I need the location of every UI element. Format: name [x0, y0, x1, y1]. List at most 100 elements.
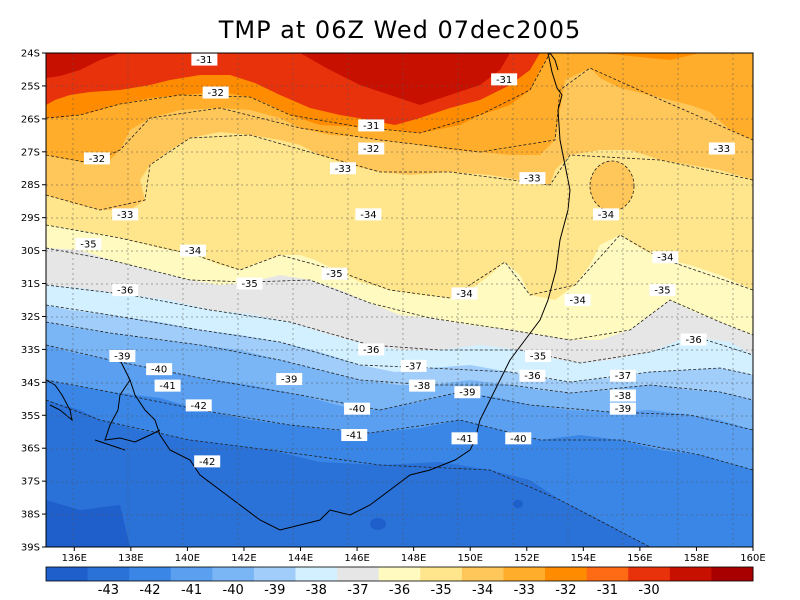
contour-label: -35	[75, 238, 102, 251]
shaded-contours	[46, 53, 753, 547]
contour-label-text: -36	[685, 335, 701, 346]
contour-label-box	[708, 142, 735, 155]
contour-label-box	[154, 379, 181, 392]
contour-label-box	[564, 294, 591, 306]
colorbar-label: -30	[638, 583, 659, 598]
contour-label-box	[191, 53, 218, 66]
contour-label: -41	[341, 429, 368, 442]
contour-label-text: -38	[615, 391, 631, 402]
contour-label-text: -39	[615, 404, 631, 415]
contour-label-box	[519, 172, 546, 185]
contour-label-box	[75, 238, 102, 251]
lat-tick-label: 33S	[21, 345, 40, 356]
contour-label: -41	[154, 379, 181, 392]
contour-label-text: -31	[196, 55, 212, 66]
contour-label: -32	[83, 152, 110, 165]
contour-label-text: -35	[654, 286, 670, 297]
contour-label: -36	[112, 284, 139, 297]
contour-label: -40	[146, 363, 173, 376]
colorbar-label: -34	[472, 583, 493, 598]
lon-tick-label: 156E	[627, 553, 652, 564]
contour-label-text: -36	[524, 371, 540, 382]
contour-label-box	[194, 455, 221, 468]
contour-label-box	[525, 349, 552, 362]
contour-label-text: -42	[191, 401, 207, 412]
contour-label-box	[358, 119, 385, 132]
lon-tick-label: 150E	[457, 553, 482, 564]
contour-label-box	[451, 432, 478, 445]
lon-tick-label: 148E	[401, 553, 426, 564]
colorbar-swatch	[461, 567, 504, 581]
contour-label-text: -34	[185, 246, 201, 257]
contour-label: -36	[519, 369, 546, 382]
contour-label-box	[321, 267, 348, 280]
colorbar-label: -31	[597, 583, 618, 598]
colorbar-swatch	[586, 567, 629, 581]
contour-label-text: -32	[208, 88, 224, 99]
contour-label-box	[491, 73, 518, 86]
contour-label-text: -34	[598, 210, 614, 221]
contour-label-text: -35	[241, 279, 257, 290]
colorbar-swatch	[253, 567, 297, 581]
colorbar-label: -41	[181, 583, 202, 598]
contour-label-box	[649, 284, 676, 297]
contour-label: -41	[451, 432, 478, 445]
contour-label-box	[112, 208, 139, 221]
latitude-axis: 24S 25S 26S 27S 28S 29S 30S 31S 32S 33S 34S 35S 36S 3…	[21, 49, 46, 554]
contour-label-text: -31	[363, 121, 379, 132]
contour-label-box	[276, 373, 303, 386]
grid-lines	[46, 53, 753, 547]
band-above-30	[46, 53, 510, 105]
contour-label: -37	[400, 359, 427, 372]
contour-label-text: -33	[524, 174, 540, 185]
band-below-43	[46, 500, 130, 547]
contour-label-box	[236, 277, 263, 290]
contour-label: -34	[355, 208, 382, 221]
lat-tick-label: 24S	[21, 49, 40, 60]
contour-label: -34	[564, 294, 591, 307]
contour-label: -40	[505, 432, 532, 445]
contour-label-text: -33	[335, 164, 351, 175]
contour-label-text: -37	[615, 371, 631, 382]
contour-label: -39	[454, 386, 481, 399]
contour-label-box	[609, 389, 636, 402]
map-title: TMP at 06Z Wed 07dec2005	[218, 16, 582, 44]
colorbar-label: -36	[389, 583, 410, 598]
colorbar-label: -38	[306, 583, 327, 598]
contour-label-box	[454, 386, 481, 399]
contour-label-text: -33	[714, 144, 730, 155]
contour-label: -33	[708, 142, 735, 155]
cold-cell-south	[370, 518, 386, 530]
lat-tick-label: 27S	[21, 147, 40, 158]
contour-label-box	[451, 287, 478, 300]
lat-tick-label: 30S	[21, 246, 40, 257]
colorbar-swatch	[711, 567, 754, 581]
contour-label-box	[202, 86, 229, 99]
contour-label: -39	[609, 402, 636, 415]
contour-label-text: -39	[459, 388, 475, 399]
lon-tick-label: 144E	[288, 553, 313, 564]
contour-label-text: -33	[117, 210, 133, 221]
colorbar-label: -40	[223, 583, 244, 598]
colorbar-label: -33	[514, 583, 535, 598]
contour-label-box	[592, 208, 619, 221]
colorbar-label: -42	[139, 583, 160, 598]
contour-label-box	[341, 429, 368, 442]
lon-tick-label: 154E	[571, 553, 596, 564]
contour-label-text: -41	[159, 381, 175, 392]
contour-label-text: -41	[456, 434, 472, 445]
contour-label-box	[112, 284, 139, 297]
contour-label-box	[344, 402, 371, 415]
colorbar-swatch	[46, 567, 89, 581]
contour-label-text: -34	[569, 296, 585, 307]
contour-label-box	[358, 343, 385, 356]
contour-label-text: -35	[326, 269, 342, 280]
colorbar-frame	[45, 566, 754, 582]
contour-label-text: -40	[349, 404, 365, 415]
contour-label: -35	[321, 267, 348, 280]
contour-label-box	[358, 142, 385, 155]
lat-tick-label: 25S	[21, 81, 40, 92]
colorbar-label: -43	[98, 583, 119, 598]
contour-label-box	[609, 369, 636, 382]
